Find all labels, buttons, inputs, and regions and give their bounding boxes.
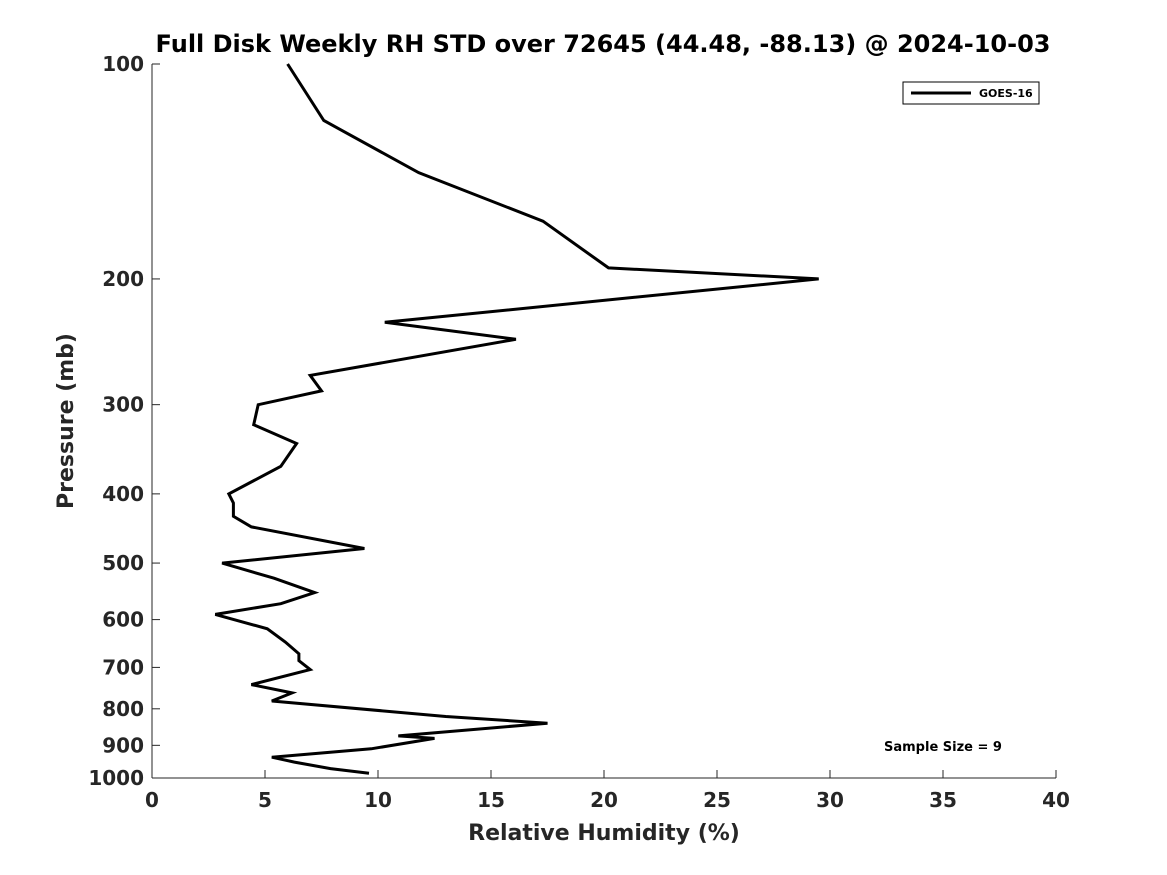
x-tick-label: 40 — [1042, 788, 1070, 812]
x-tick-label: 30 — [816, 788, 844, 812]
y-tick-label: 500 — [102, 551, 144, 575]
x-tick-label: 15 — [477, 788, 505, 812]
x-tick-label: 20 — [590, 788, 618, 812]
legend-label-goes-16: GOES-16 — [979, 87, 1033, 100]
y-tick-label: 700 — [102, 655, 144, 679]
series-line-goes-16 — [214, 63, 819, 775]
y-tick-label: 800 — [102, 697, 144, 721]
y-tick-label: 100 — [102, 52, 144, 76]
legend: GOES-16 — [902, 81, 1040, 105]
x-tick-label: 10 — [364, 788, 392, 812]
y-tick-label: 600 — [102, 608, 144, 632]
chart-title: Full Disk Weekly RH STD over 72645 (44.4… — [156, 30, 1051, 58]
x-tick-label: 35 — [929, 788, 957, 812]
y-tick-label: 400 — [102, 482, 144, 506]
x-tick-label: 5 — [258, 788, 272, 812]
y-tick-label: 300 — [102, 393, 144, 417]
sample-size-annotation: Sample Size = 9 — [884, 740, 1002, 755]
x-axis-label: Relative Humidity (%) — [468, 821, 740, 846]
y-tick-label: 900 — [102, 733, 144, 757]
x-tick-label: 25 — [703, 788, 731, 812]
y-tick-label: 1000 — [88, 766, 144, 790]
y-axis-label: Pressure (mb) — [54, 333, 79, 509]
x-tick-label: 0 — [145, 788, 159, 812]
y-tick-label: 200 — [102, 267, 144, 291]
